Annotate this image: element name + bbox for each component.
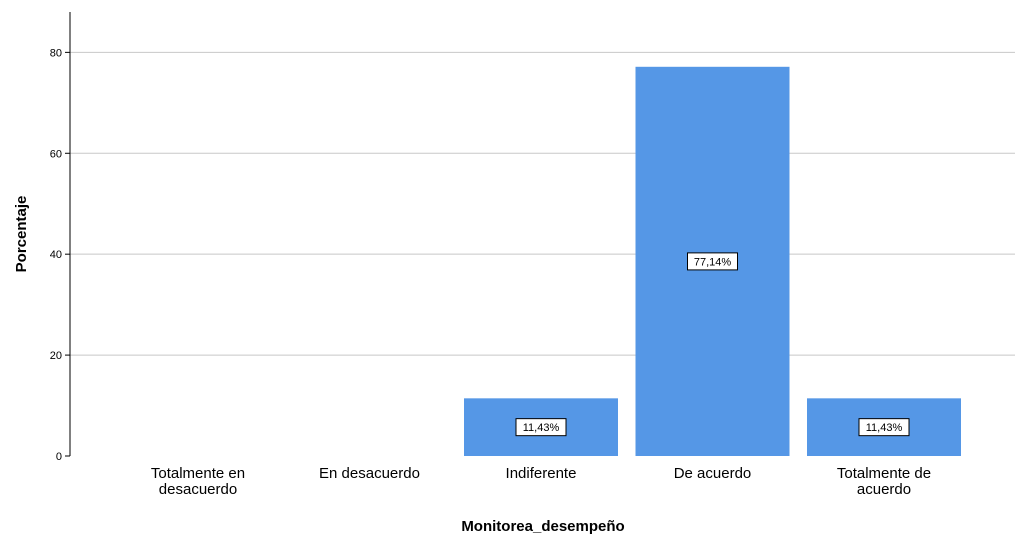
data-label-box (858, 418, 910, 437)
y-tick-label: 40 (50, 249, 62, 261)
x-tick-label-line: Totalmente de (837, 465, 931, 482)
y-tick-labels: 0 20 40 60 80 (50, 47, 70, 463)
data-label: 77,14% (687, 252, 738, 271)
y-tick-label: 20 (50, 350, 62, 362)
data-label-box (515, 418, 567, 437)
data-label-box (687, 252, 738, 271)
y-axis-title: Porcentaje (13, 196, 30, 273)
y-tick-label: 0 (56, 451, 62, 463)
data-labels: 11,43% 77,14% 11,43% (515, 252, 910, 437)
data-label-text: 77,14% (694, 256, 732, 268)
data-label: 11,43% (858, 418, 910, 437)
x-tick-label-line: De acuerdo (674, 465, 752, 482)
y-tick-label: 60 (50, 148, 62, 160)
data-label-text: 11,43% (523, 422, 560, 434)
x-tick-label: Totalmente de acuerdo (837, 465, 931, 498)
x-tick-label-line: Indiferente (506, 465, 577, 482)
x-tick-labels: Totalmente en desacuerdo En desacuerdo Indi… (151, 465, 931, 498)
x-tick-label: Indiferente (506, 465, 577, 482)
data-label: 11,43% (515, 418, 567, 437)
x-tick-label: De acuerdo (674, 465, 752, 482)
x-tick-label-line: En desacuerdo (319, 465, 420, 482)
y-tick-label: 80 (50, 47, 62, 59)
x-tick-label: En desacuerdo (319, 465, 420, 482)
x-tick-label-line: acuerdo (857, 481, 911, 498)
x-tick-label: Totalmente en desacuerdo (151, 465, 245, 498)
data-label-text: 11,43% (866, 422, 903, 434)
x-axis-title: Monitorea_desempeño (461, 518, 624, 535)
x-tick-label-line: desacuerdo (159, 481, 237, 498)
gridlines (70, 51, 1015, 356)
x-tick-label-line: Totalmente en (151, 465, 245, 482)
